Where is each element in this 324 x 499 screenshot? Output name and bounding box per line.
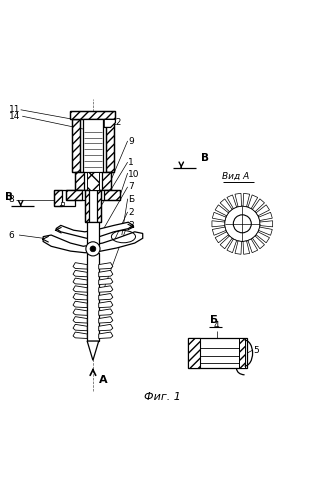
Polygon shape (99, 309, 113, 315)
Text: 10: 10 (128, 170, 140, 179)
Text: 14: 14 (8, 112, 20, 121)
Bar (87, 173, 99, 190)
Text: А: А (99, 375, 108, 385)
Polygon shape (73, 286, 87, 292)
Circle shape (90, 246, 96, 252)
Bar (188, 338, 200, 368)
Bar (188, 338, 247, 368)
Polygon shape (99, 324, 113, 331)
Polygon shape (73, 278, 87, 284)
Bar (83, 119, 103, 174)
Bar (70, 111, 115, 119)
Bar (102, 173, 110, 190)
Bar (239, 338, 245, 368)
Polygon shape (256, 232, 270, 243)
Polygon shape (259, 227, 272, 236)
Polygon shape (73, 270, 87, 277)
Text: 11: 11 (8, 105, 20, 114)
Polygon shape (99, 317, 113, 323)
Polygon shape (212, 221, 225, 227)
Polygon shape (73, 293, 87, 300)
Bar (75, 173, 84, 190)
Bar (87, 222, 99, 245)
Polygon shape (99, 262, 113, 269)
Text: 5: 5 (254, 345, 259, 355)
Bar (87, 173, 99, 190)
Polygon shape (243, 241, 249, 254)
Text: Фиг. 1: Фиг. 1 (144, 392, 180, 402)
Polygon shape (73, 324, 87, 331)
Bar (61, 202, 64, 205)
Text: 12: 12 (110, 118, 122, 127)
Bar (97, 190, 101, 222)
Circle shape (233, 215, 251, 233)
Bar (104, 190, 120, 200)
Polygon shape (235, 241, 242, 254)
Circle shape (225, 206, 260, 242)
Polygon shape (220, 236, 232, 249)
Polygon shape (227, 195, 237, 209)
Polygon shape (73, 317, 87, 323)
Polygon shape (235, 193, 242, 207)
Polygon shape (73, 309, 87, 315)
Polygon shape (104, 119, 115, 127)
Polygon shape (227, 239, 237, 252)
Polygon shape (99, 286, 113, 292)
Polygon shape (93, 232, 143, 252)
Bar (70, 111, 115, 119)
Bar (72, 119, 80, 173)
Text: В: В (201, 153, 209, 163)
Text: Б: Б (210, 315, 218, 325)
Bar (239, 338, 245, 368)
Polygon shape (260, 221, 273, 227)
Polygon shape (99, 332, 113, 338)
Polygon shape (99, 270, 113, 277)
Text: 7: 7 (128, 182, 134, 191)
Text: В: В (6, 192, 13, 202)
Polygon shape (93, 222, 133, 238)
Bar (75, 173, 110, 190)
Polygon shape (256, 205, 270, 216)
Bar (106, 119, 114, 173)
Text: Б: Б (128, 195, 134, 204)
Polygon shape (212, 227, 226, 236)
Polygon shape (99, 293, 113, 300)
Polygon shape (259, 213, 272, 221)
Polygon shape (215, 205, 228, 216)
Polygon shape (248, 239, 258, 252)
Text: 3: 3 (128, 221, 134, 230)
Bar (66, 190, 82, 200)
Bar (85, 190, 89, 222)
Polygon shape (73, 262, 87, 269)
Text: 9: 9 (128, 137, 134, 146)
Text: 4: 4 (214, 321, 219, 330)
Text: 6: 6 (8, 231, 14, 240)
Polygon shape (248, 195, 258, 209)
Polygon shape (99, 301, 113, 308)
Bar (87, 252, 99, 341)
Polygon shape (43, 235, 93, 252)
Bar (106, 119, 114, 173)
Polygon shape (87, 341, 99, 360)
Polygon shape (243, 193, 249, 207)
Bar (54, 190, 75, 206)
Circle shape (86, 242, 100, 256)
Text: Вид А: Вид А (222, 172, 249, 181)
Bar (85, 190, 101, 222)
Polygon shape (56, 226, 93, 238)
Bar (72, 119, 80, 173)
Polygon shape (73, 332, 87, 338)
Bar (54, 190, 63, 206)
Text: 1: 1 (128, 158, 134, 167)
Polygon shape (212, 213, 226, 221)
Polygon shape (73, 301, 87, 308)
Polygon shape (220, 199, 232, 212)
Text: 2: 2 (128, 208, 134, 217)
Bar (66, 190, 120, 200)
Polygon shape (252, 236, 264, 249)
Text: 8: 8 (8, 195, 14, 204)
Polygon shape (215, 232, 228, 243)
Polygon shape (99, 278, 113, 284)
Polygon shape (252, 199, 264, 212)
